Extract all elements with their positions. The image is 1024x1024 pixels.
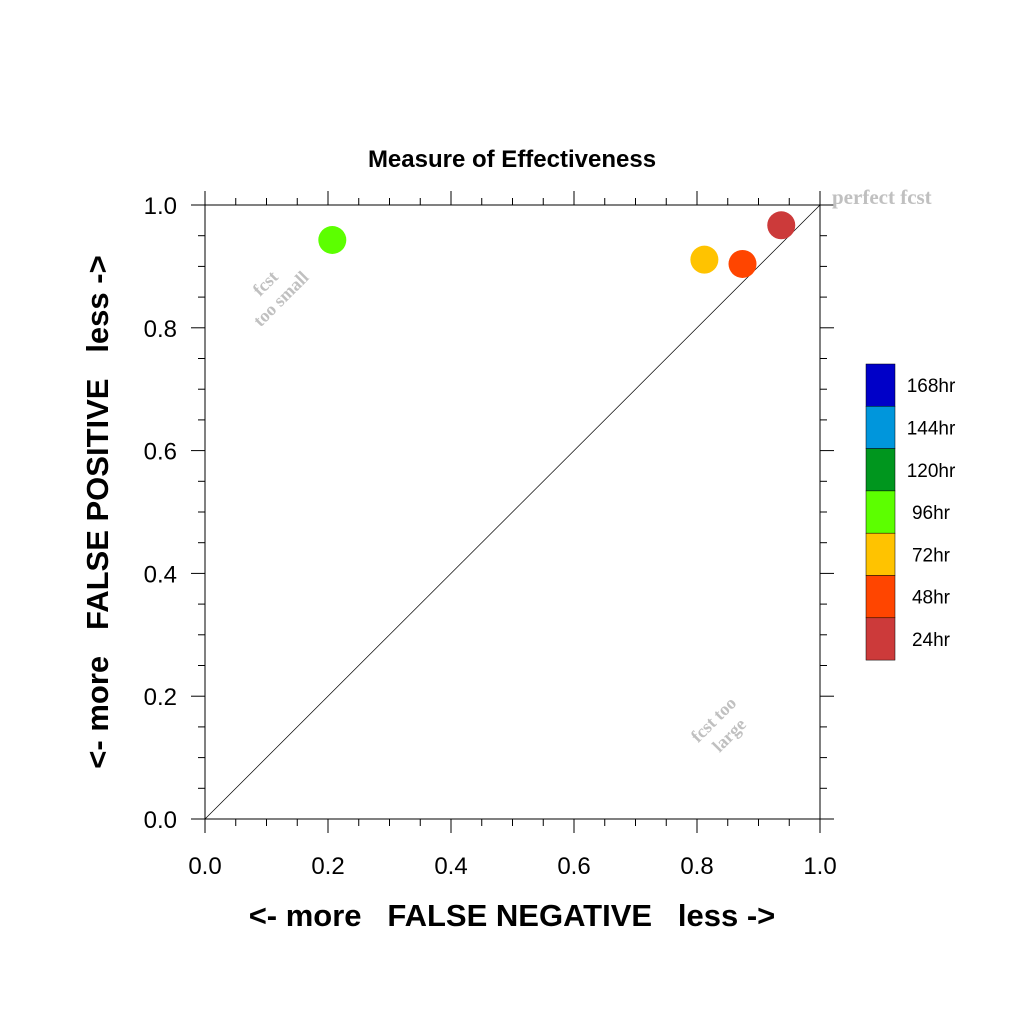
x-tick-label: 0.0 xyxy=(188,853,221,880)
legend-swatch-144hr xyxy=(865,406,896,449)
x-axis-label: <- more FALSE NEGATIVE less -> xyxy=(249,898,776,933)
legend-swatch-120hr xyxy=(865,448,896,492)
data-point-72hr xyxy=(690,245,719,274)
y-tick-label: 0.6 xyxy=(144,439,177,466)
annotation-fcst-too-large: fcst too large xyxy=(687,693,750,756)
x-tick-label: 1.0 xyxy=(803,853,836,880)
x-tick-label: 0.8 xyxy=(680,853,713,880)
legend-label-144hr: 144hr xyxy=(907,418,956,439)
x-tick-label: 0.4 xyxy=(434,853,467,880)
legend-label-72hr: 72hr xyxy=(912,545,951,566)
y-tick-label: 0.2 xyxy=(144,684,177,711)
y-tick-label: 0.0 xyxy=(144,807,177,834)
y-tick-label: 0.4 xyxy=(144,561,177,588)
data-point-24hr xyxy=(767,211,796,240)
legend-label-24hr: 24hr xyxy=(912,630,951,651)
legend-swatch-24hr xyxy=(865,617,896,661)
y-tick-label: 0.8 xyxy=(144,316,177,343)
y-tick-labels: 0.0 0.2 0.4 0.6 0.8 1.0 xyxy=(144,193,177,834)
y-axis-label: <- more FALSE POSITIVE less -> xyxy=(80,255,115,768)
data-points xyxy=(318,211,796,278)
axis-ticks xyxy=(191,191,834,833)
legend-swatch-168hr xyxy=(865,363,896,407)
legend-label-96hr: 96hr xyxy=(912,503,951,524)
y-tick-label: 1.0 xyxy=(144,193,177,220)
annotation-perfect-fcst: perfect fcst xyxy=(832,185,932,209)
legend-swatch-48hr xyxy=(865,575,896,619)
legend: 168hr 144hr 120hr 96hr 72hr 48hr 24hr xyxy=(865,363,956,661)
annotation-fcst-too-small: fcst too small xyxy=(249,267,313,331)
x-tick-label: 0.6 xyxy=(557,853,590,880)
legend-swatch-96hr xyxy=(865,490,896,534)
data-point-96hr xyxy=(318,225,347,254)
chart-title: Measure of Effectiveness xyxy=(368,146,656,173)
x-tick-label: 0.2 xyxy=(311,853,344,880)
diagonal-line xyxy=(204,204,821,820)
x-tick-labels: 0.0 0.2 0.4 0.6 0.8 1.0 xyxy=(188,853,836,880)
legend-label-48hr: 48hr xyxy=(912,588,951,609)
data-point-48hr xyxy=(728,249,757,278)
legend-swatch-72hr xyxy=(865,532,896,576)
legend-label-120hr: 120hr xyxy=(907,461,956,482)
legend-label-168hr: 168hr xyxy=(907,376,956,397)
